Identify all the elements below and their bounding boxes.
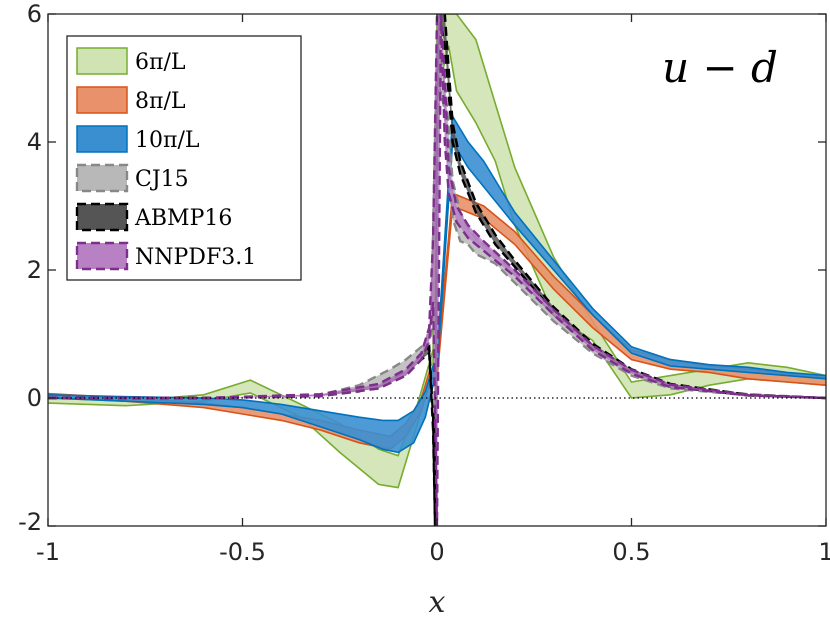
- legend-item: NNPDF3.1: [75, 241, 256, 271]
- legend-item: 6π/L: [76, 47, 186, 75]
- legend: 6π/L 8π/L 10π/L CJ15 ABMP16 NNPDF3.1: [66, 35, 302, 281]
- x-tick-label: -1: [36, 538, 60, 566]
- x-tick-label: 1: [818, 538, 830, 566]
- x-tick-label: 0.5: [612, 538, 650, 566]
- y-tick-label: 2: [27, 256, 42, 284]
- legend-label: 8π/L: [135, 89, 186, 114]
- legend-item: 8π/L: [76, 86, 186, 114]
- legend-label: 10π/L: [135, 128, 200, 153]
- y-tick-label: 4: [27, 128, 42, 156]
- series-0-upper-edge: [48, 14, 826, 457]
- legend-label: ABMP16: [134, 206, 232, 231]
- x-axis: -1 -0.5 0 0.5 1: [36, 14, 830, 566]
- x-axis-label: x: [429, 585, 446, 620]
- legend-item: ABMP16: [75, 202, 232, 232]
- y-tick-label: -2: [18, 508, 42, 536]
- legend-swatch: [75, 202, 129, 232]
- legend-swatch: [75, 241, 129, 271]
- legend-swatch: [76, 125, 128, 153]
- legend-swatch: [75, 163, 129, 193]
- y-tick-label: 6: [27, 0, 42, 28]
- legend-item: 10π/L: [76, 125, 200, 153]
- legend-label: 6π/L: [135, 50, 186, 75]
- legend-label: NNPDF3.1: [135, 245, 256, 270]
- series-1-lower-edge: [48, 204, 826, 451]
- y-axis: -2 0 2 4 6: [18, 0, 826, 536]
- series-5-area: [48, 14, 826, 526]
- series-5-upper-edge: [48, 14, 826, 400]
- x-tick-label: -0.5: [219, 538, 266, 566]
- legend-box: [66, 35, 302, 281]
- legend-item: CJ15: [75, 163, 189, 193]
- chart-annotation: u − d: [662, 43, 778, 92]
- series-bands: [48, 14, 826, 526]
- x-tick-label: 0: [429, 538, 444, 566]
- series-5-band: [48, 14, 826, 526]
- y-tick-label: 0: [27, 384, 42, 412]
- legend-swatch: [76, 47, 128, 75]
- legend-swatch: [76, 86, 128, 114]
- series-5-lower-edge: [48, 14, 826, 526]
- legend-label: CJ15: [135, 167, 189, 192]
